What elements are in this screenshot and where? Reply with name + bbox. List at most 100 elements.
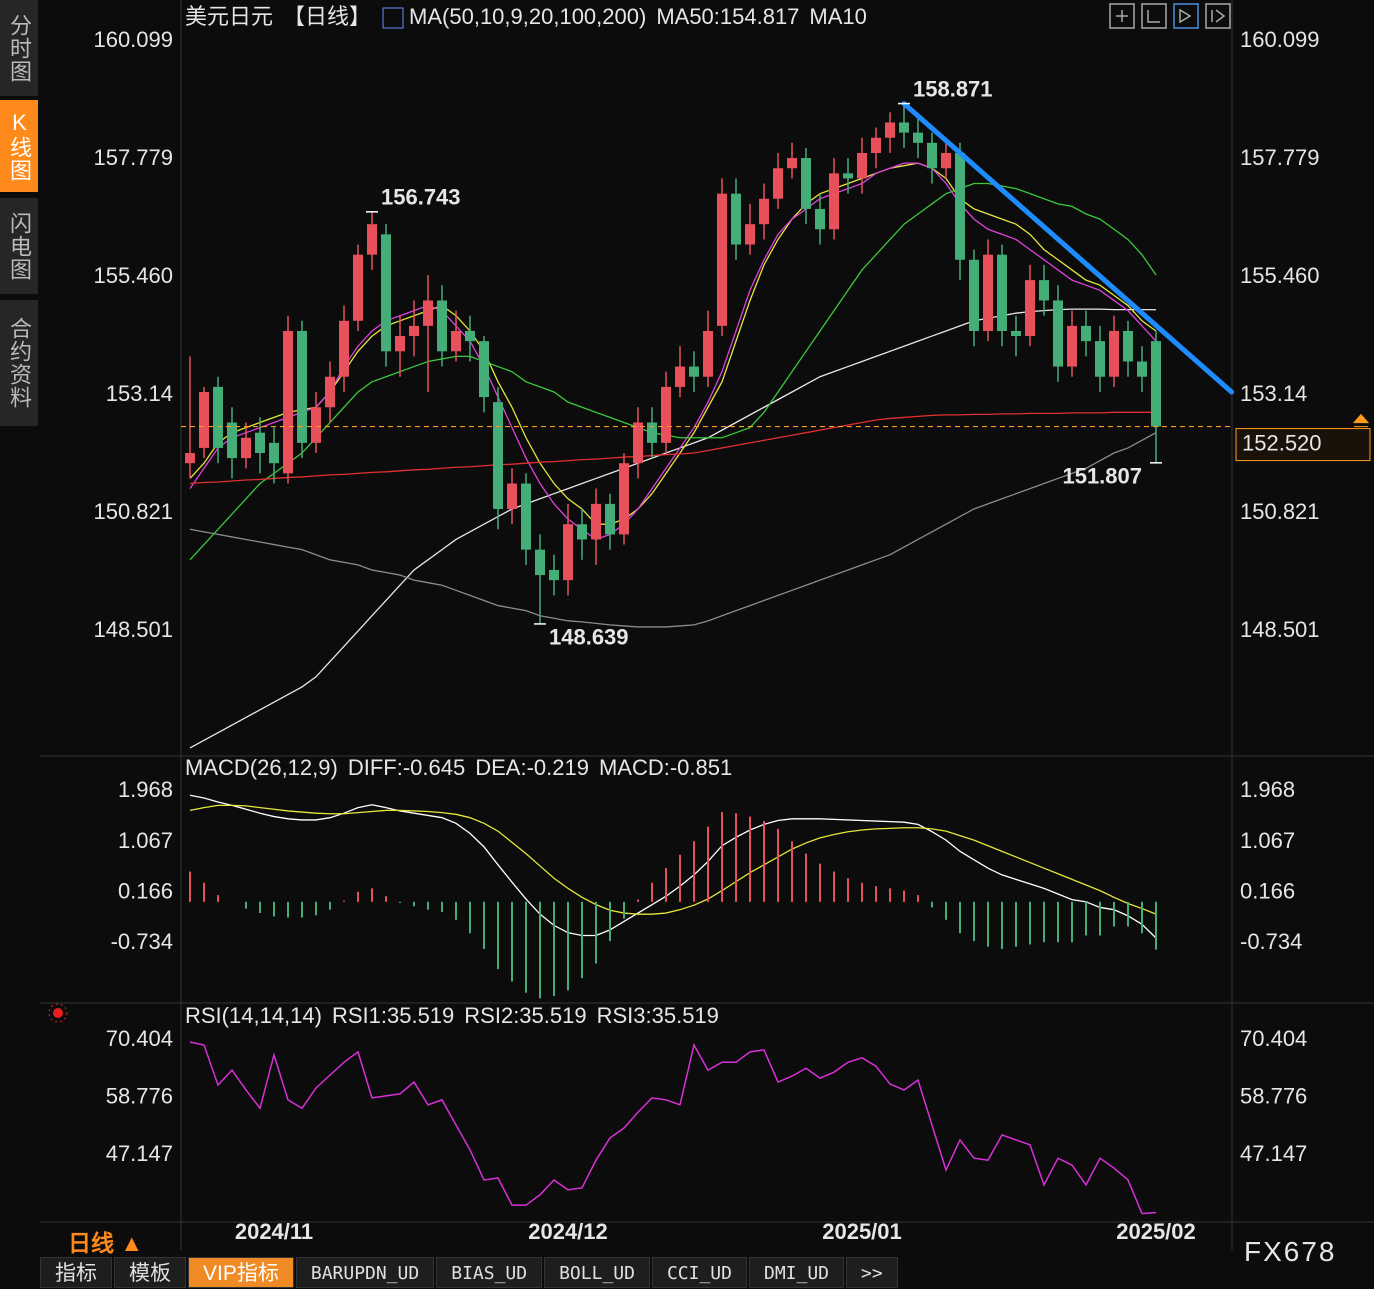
candle-body: [815, 208, 825, 230]
tab[interactable]: VIP指标: [188, 1257, 294, 1288]
price-arrow: [1352, 413, 1370, 428]
extreme-label: 148.639: [549, 625, 629, 650]
legend-icon: [382, 7, 404, 29]
legend-label: DEA:-0.219: [475, 755, 589, 780]
candle-body: [703, 330, 713, 377]
macd-line: [189, 804, 1157, 915]
ma-line: [189, 182, 1157, 561]
candle-body: [787, 158, 797, 169]
candle-body: [241, 437, 251, 459]
y-tick-label: -0.734: [111, 929, 173, 954]
y-tick-label: 0.166: [1240, 878, 1295, 903]
candle-body: [871, 137, 881, 153]
legend-label: MA50:154.817: [656, 4, 799, 29]
candle-body: [1151, 341, 1161, 427]
x-tick-label: 2025/02: [1116, 1219, 1196, 1244]
candle-body: [983, 254, 993, 331]
candle-body: [675, 366, 685, 387]
period-selector[interactable]: 日线 ▲: [68, 1230, 144, 1256]
candle-body: [353, 254, 363, 321]
y-tick-label: 1.067: [118, 828, 173, 853]
settings-icon: [48, 1003, 68, 1023]
legend-label: DIFF:-0.645: [348, 755, 465, 780]
candle-body: [927, 142, 937, 169]
candle-body: [1067, 325, 1077, 367]
candle-body: [577, 524, 587, 540]
y-tick-label: 70.404: [106, 1026, 173, 1051]
y-tick-label: -0.734: [1240, 929, 1302, 954]
candle-body: [465, 330, 475, 342]
tab-bar: 指标 模板 VIP指标 BARUPDN_UD BIAS_UD BOLL_UD C…: [40, 1257, 898, 1288]
tab[interactable]: BARUPDN_UD: [295, 1257, 435, 1288]
legend-label: RSI2:35.519: [464, 1003, 586, 1028]
ma-line: [189, 411, 1156, 485]
candle-body: [1039, 280, 1049, 301]
macd-line: [189, 794, 1157, 939]
y-tick-label: 70.404: [1240, 1026, 1307, 1051]
candle-body: [535, 549, 545, 576]
tab[interactable]: 指标: [40, 1257, 112, 1288]
y-tick-label: 155.460: [1240, 263, 1320, 288]
y-tick-label: 150.821: [93, 499, 173, 524]
legend-label: MA10: [809, 4, 866, 29]
chart: 160.099 160.099 157.779 157.779 155.460 155.4…: [40, 0, 1374, 1250]
ma-line: [189, 432, 1157, 628]
candle-body: [409, 325, 419, 337]
candle-body: [325, 376, 335, 408]
legend-label: MA(50,10,9,20,100,200): [409, 4, 646, 29]
candle-body: [605, 503, 615, 535]
candle-body: [801, 158, 811, 209]
tab[interactable]: BOLL_UD: [544, 1257, 650, 1288]
candle-body: [731, 193, 741, 245]
candle-body: [451, 330, 461, 352]
y-tick-label: 47.147: [1240, 1141, 1307, 1166]
candle-body: [1081, 325, 1091, 342]
tab[interactable]: 模板: [114, 1257, 186, 1288]
candle-body: [843, 173, 853, 179]
sidebar-tab[interactable]: 分时图: [0, 0, 38, 96]
tab[interactable]: CCI_UD: [651, 1257, 747, 1288]
rsi-line: [189, 1041, 1157, 1215]
tab[interactable]: DMI_UD: [748, 1257, 845, 1288]
extreme-label: 158.871: [913, 76, 993, 101]
candle-body: [255, 432, 265, 454]
legend-label: RSI(14,14,14): [185, 1003, 322, 1028]
candle-body: [955, 152, 965, 260]
candle-body: [885, 122, 895, 138]
frame: [40, 0, 1374, 1250]
y-tick-label: 0.166: [118, 878, 173, 903]
last-price-label: 152.520: [1242, 430, 1322, 455]
y-tick-label: 1.067: [1240, 828, 1295, 853]
candle-body: [521, 483, 531, 550]
legend-label: 【日线】: [283, 4, 371, 29]
candle-body: [199, 391, 209, 448]
candle-body: [829, 173, 839, 230]
candle-body: [1025, 280, 1035, 337]
candle-body: [1109, 330, 1119, 377]
tab[interactable]: BIAS_UD: [436, 1257, 543, 1288]
tab[interactable]: >>: [846, 1257, 898, 1288]
candle-body: [227, 422, 237, 459]
legend-label: MACD(26,12,9): [185, 755, 338, 780]
last-price-box: [1235, 428, 1371, 462]
candle-body: [493, 402, 503, 509]
candle-body: [367, 224, 377, 255]
toolbar-icons: [1109, 3, 1231, 29]
y-tick-label: 58.776: [1240, 1083, 1307, 1108]
candle-body: [563, 524, 573, 581]
candle-body: [1123, 330, 1133, 362]
sidebar-tab[interactable]: 闪电图: [0, 198, 38, 294]
y-tick-label: 150.821: [1240, 499, 1320, 524]
candle-body: [745, 224, 755, 245]
candle-body: [213, 386, 223, 448]
sidebar-tab[interactable]: K线图: [0, 100, 38, 192]
candle-body: [913, 132, 923, 143]
candle-body: [717, 193, 727, 326]
y-tick-label: 153.14: [106, 381, 173, 406]
sidebar-tab[interactable]: 合约资料: [0, 300, 38, 426]
x-tick-label: 2025/01: [822, 1219, 902, 1244]
ma-line: [189, 162, 1157, 525]
extreme-label: 151.807: [1062, 464, 1142, 489]
candle-body: [185, 453, 195, 464]
